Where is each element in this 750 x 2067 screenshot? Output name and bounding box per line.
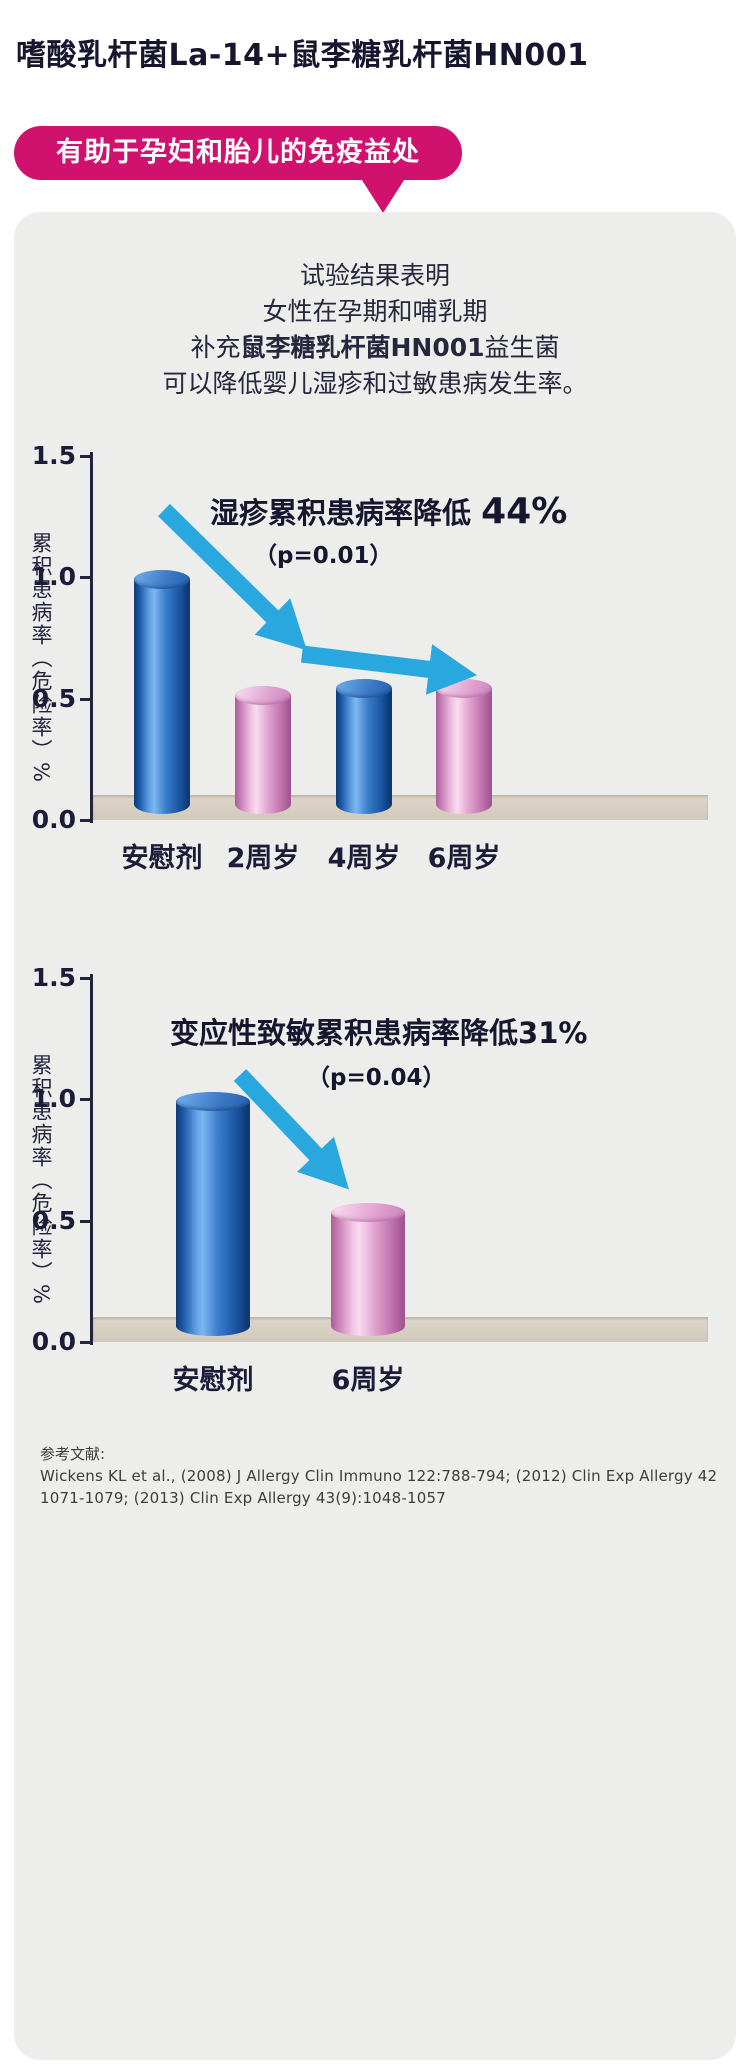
intro-line-2: 女性在孕期和哺乳期	[262, 297, 488, 326]
y-tick-label: 0.5	[31, 1205, 76, 1235]
annotation-text: 变应性致敏累积患病率降低	[170, 1016, 519, 1050]
bar-cylinder-安慰剂	[176, 1092, 250, 1336]
intro-text: 试验结果表明 女性在孕期和哺乳期 补充鼠李糖乳杆菌HN001益生菌 可以降低婴儿…	[14, 258, 736, 402]
annotation-text: 湿疹累积患病率降低	[210, 496, 482, 530]
intro-line-1: 试验结果表明	[299, 261, 450, 290]
y-tick-label: 1.5	[31, 963, 76, 992]
bar-top-cap	[436, 679, 492, 698]
eczema-chart: 累积患病率（危险率）% 0.0 0.5 1.0 1.5 安慰剂 2周岁 4周岁 6周岁 湿疹累…	[14, 441, 736, 878]
intro-line-4: 可以降低婴儿湿疹和过敏患病发生率。	[162, 369, 588, 398]
y-tick-label: 1.0	[31, 562, 76, 592]
y-axis-title: 累积患病率（危险率）%	[29, 1054, 53, 1306]
bar-top-cap	[134, 570, 190, 589]
intro-line-3: 补充鼠李糖乳杆菌HN001益生菌	[14, 330, 736, 366]
chart-annotation: 湿疹累积患病率降低 44%	[210, 490, 567, 532]
y-tick-label: 1.5	[31, 441, 76, 470]
chart-annotation: 变应性致敏累积患病率降低31%	[170, 1010, 587, 1052]
annotation-percent: 44%	[481, 491, 568, 532]
y-tick-mark	[80, 697, 90, 701]
p-value-label: （p=0.04）	[307, 1065, 446, 1091]
benefit-badge: 有助于孕妇和胎儿的免疫益处	[14, 126, 462, 180]
intro-line-segment: 补充	[190, 333, 241, 362]
sensitization-chart: 累积患病率（危险率）% 0.0 0.5 1.0 1.5 安慰剂 6周岁 变应性致敏累积患病…	[14, 963, 736, 1400]
bar-cylinder-6周岁	[436, 679, 492, 814]
x-tick-label: 安慰剂	[172, 1365, 254, 1396]
references-heading: 参考文献:	[40, 1445, 106, 1463]
x-tick-label: 6周岁	[427, 843, 501, 874]
bar-top-cap	[331, 1203, 405, 1222]
y-tick-mark	[80, 1098, 90, 1102]
y-axis-line	[90, 452, 93, 823]
y-axis-title: 累积患病率（危险率）%	[29, 532, 53, 784]
content-card: 试验结果表明 女性在孕期和哺乳期 补充鼠李糖乳杆菌HN001益生菌 可以降低婴儿…	[14, 212, 736, 2060]
bar-cylinder-4周岁	[336, 679, 392, 814]
y-tick-label: 0.0	[31, 805, 76, 834]
chart-floor	[93, 795, 708, 820]
badge-pointer-icon	[360, 177, 406, 213]
y-tick-mark	[80, 576, 90, 580]
bar-top-cap	[176, 1092, 250, 1111]
intro-line-brand: 鼠李糖乳杆菌HN001	[240, 333, 485, 362]
bar-top-cap	[336, 679, 392, 698]
x-tick-label: 4周岁	[327, 843, 401, 874]
x-tick-label: 安慰剂	[121, 843, 203, 874]
bar-cylinder-6周岁	[331, 1203, 405, 1336]
bar-cylinder-2周岁	[235, 686, 291, 814]
y-tick-label: 0.5	[31, 683, 76, 713]
y-tick-mark	[80, 454, 90, 458]
y-tick-mark	[80, 819, 90, 822]
y-tick-mark	[80, 1341, 90, 1344]
page-title: 嗜酸乳杆菌La-14+鼠李糖乳杆菌HN001	[16, 38, 589, 73]
y-tick-label: 0.0	[31, 1327, 76, 1356]
y-tick-label: 1.0	[31, 1084, 76, 1114]
intro-line-segment: 益生菌	[484, 333, 560, 362]
x-tick-label: 6周岁	[331, 1365, 405, 1396]
y-axis-line	[90, 974, 93, 1345]
annotation-percent: 31%	[518, 1016, 588, 1050]
bar-top-cap	[235, 686, 291, 705]
x-tick-label: 2周岁	[226, 843, 300, 874]
plot-area: 0.0 0.5 1.0 1.5 安慰剂 6周岁	[14, 963, 736, 1400]
references: 参考文献: Wickens KL et al., (2008) J Allerg…	[40, 1444, 732, 1509]
references-citation: Wickens KL et al., (2008) J Allergy Clin…	[40, 1467, 718, 1507]
y-tick-mark	[80, 1219, 90, 1223]
p-value-label: （p=0.01）	[254, 543, 393, 569]
bar-cylinder-安慰剂	[134, 570, 190, 814]
y-tick-mark	[80, 976, 90, 980]
